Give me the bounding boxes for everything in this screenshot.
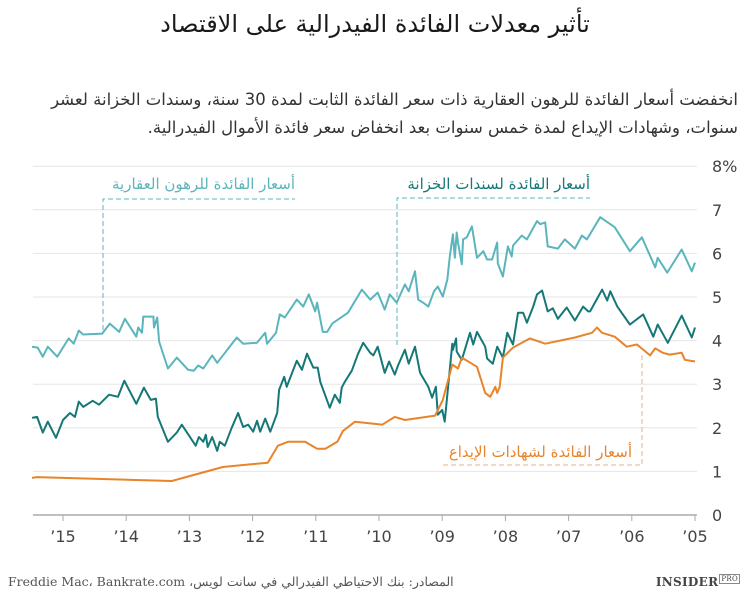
y-axis-labels: 0 1 2 3 4 5 6 7 8% <box>712 157 737 525</box>
y-tick-label: 3 <box>712 375 722 394</box>
series-annotations: أسعار الفائدة للرهون العقارية أسعار الفا… <box>102 174 643 466</box>
y-tick-label: 0 <box>712 506 722 525</box>
mortgage-label: أسعار الفائدة للرهون العقارية <box>112 174 295 193</box>
y-tick-label: 6 <box>712 244 722 263</box>
logo-text: INSIDER <box>655 575 719 589</box>
x-axis: ’05 ’06 ’07 ’08 ’09 ’10 ’11 ’12 ’13 ’14 ’15 <box>33 514 708 546</box>
x-tick-label: ’10 <box>366 527 391 546</box>
mortgage-rate-line <box>31 216 696 372</box>
logo-badge: PRO <box>719 574 740 584</box>
chart-title: تأثير معدلات الفائدة الفيدرالية على الاق… <box>160 10 590 38</box>
treasury-leader-line <box>396 197 590 345</box>
x-tick-label: ’11 <box>303 527 328 546</box>
source-note: المصادر: بنك الاحتياطي الفيدرالي في سانت… <box>8 574 454 589</box>
treasury-label: أسعار الفائدة لسندات الخزانة <box>407 174 590 193</box>
x-tick-label: ’12 <box>240 527 265 546</box>
x-tick-label: ’08 <box>493 527 518 546</box>
cd-rate-line <box>31 326 696 482</box>
cd-label: أسعار الفائدة لشهادات الإيداع <box>449 442 632 461</box>
y-tick-label: 4 <box>712 332 722 351</box>
y-tick-label: 7 <box>712 201 722 220</box>
x-tick-label: ’05 <box>682 527 707 546</box>
x-tick-label: ’09 <box>429 527 454 546</box>
x-tick-label: ’14 <box>113 527 138 546</box>
y-tick-label: 5 <box>712 288 722 307</box>
chart-subtitle: انخفضت أسعار الفائدة للرهون العقارية ذات… <box>51 90 738 137</box>
cd-leader-line <box>440 355 643 466</box>
y-tick-label: 2 <box>712 419 722 438</box>
x-tick-label: ’13 <box>177 527 202 546</box>
treasury-rate-line <box>31 288 696 452</box>
y-tick-label: 8% <box>712 157 737 176</box>
insider-pro-logo: INSIDER PRO <box>655 574 740 589</box>
x-tick-label: ’07 <box>556 527 581 546</box>
gridlines <box>33 165 697 472</box>
x-tick-label: ’15 <box>50 527 75 546</box>
y-tick-label: 1 <box>712 462 722 481</box>
mortgage-leader-line <box>102 198 295 330</box>
x-tick-label: ’06 <box>619 527 644 546</box>
series-lines <box>31 216 696 482</box>
